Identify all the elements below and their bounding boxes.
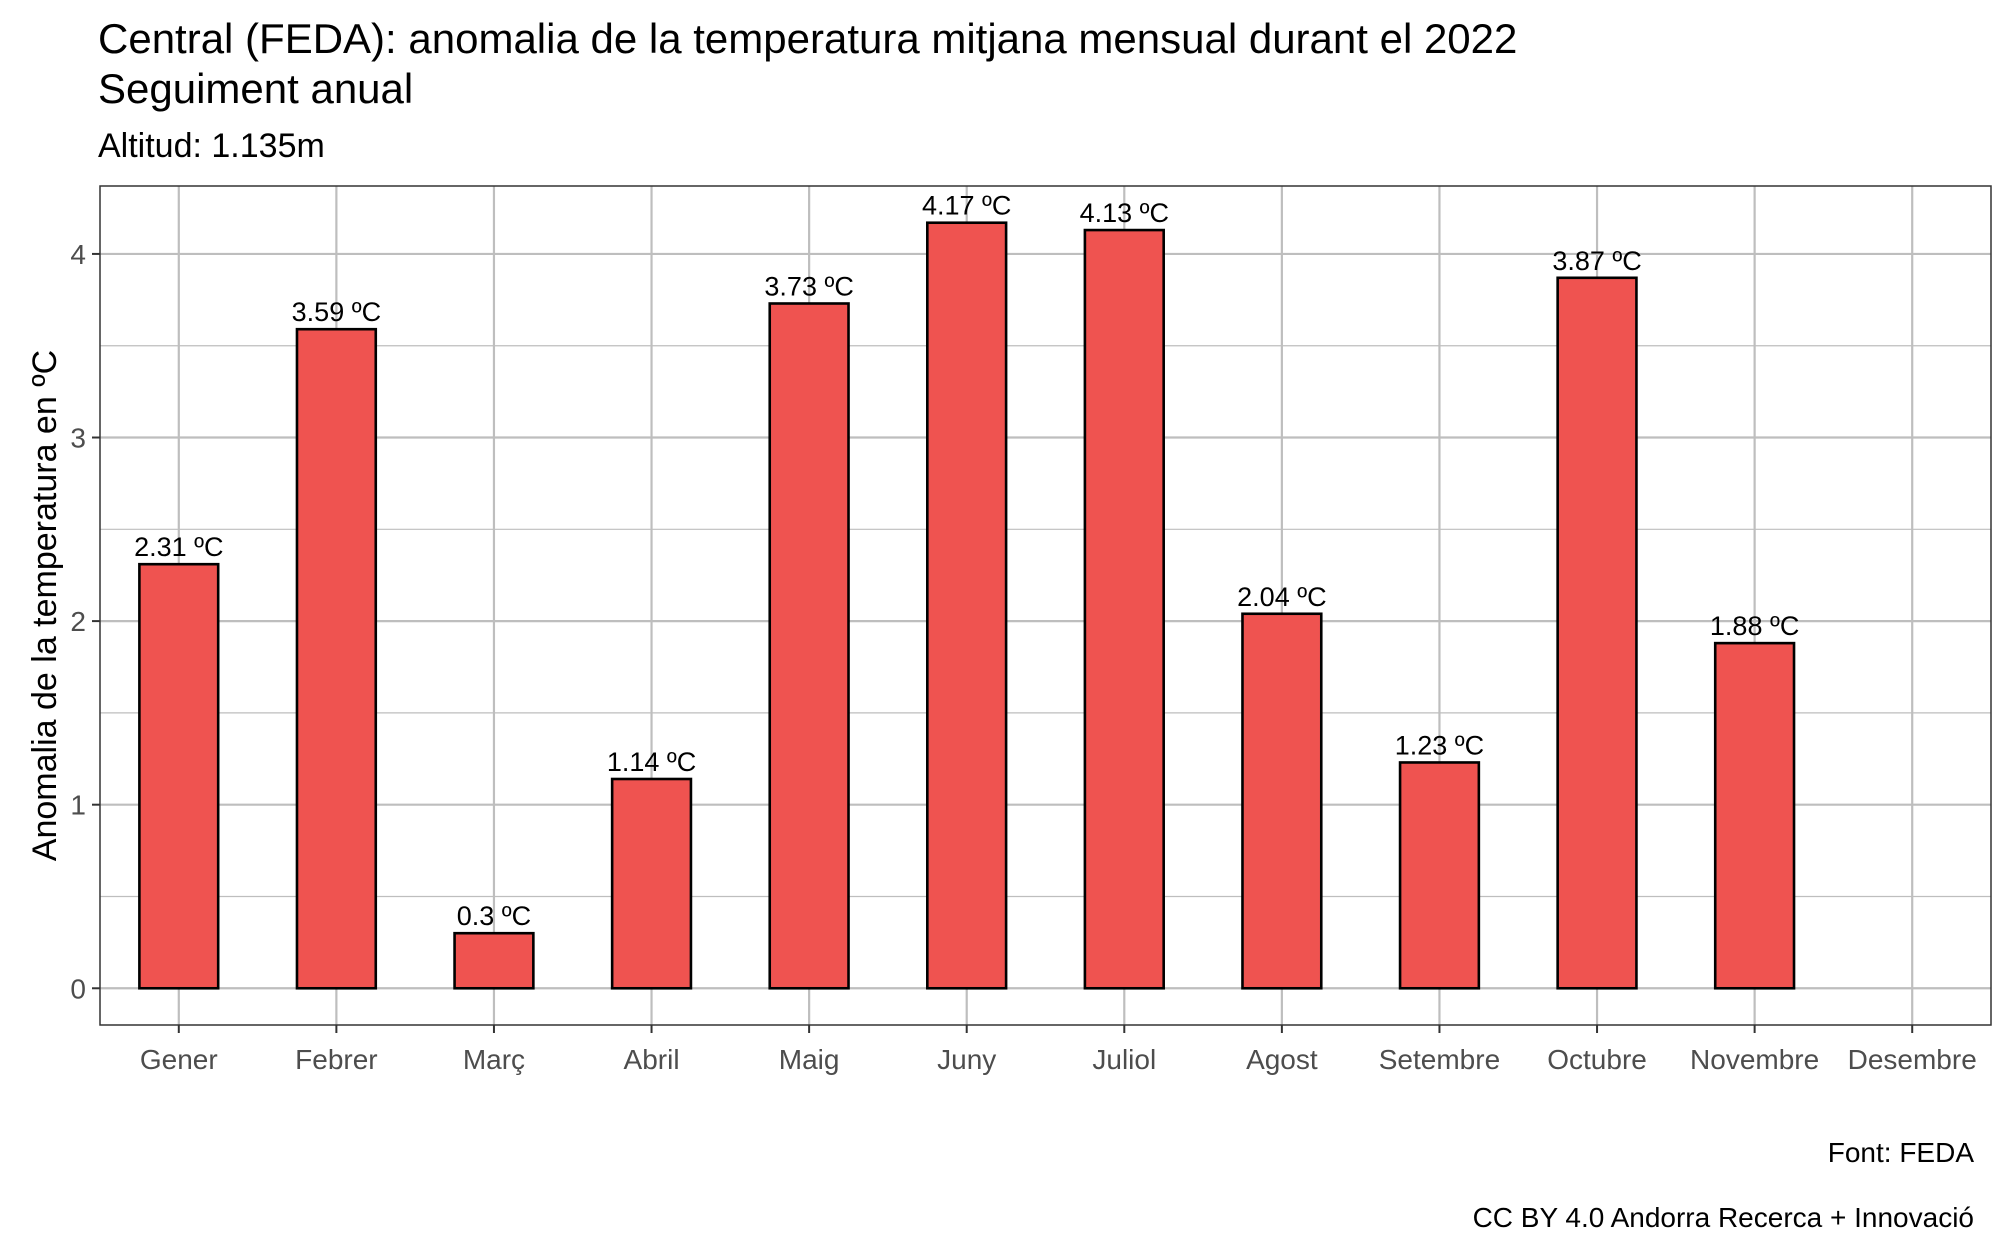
bar-febrer: [295, 327, 378, 990]
x-tick-label: Octubre: [1547, 1044, 1647, 1075]
x-tick-label: Juliol: [1092, 1044, 1156, 1075]
data-label-setembre: 1.23 ºC: [1395, 730, 1484, 760]
bar-juliol: [1083, 228, 1165, 990]
bar-abril: [610, 777, 693, 990]
grid-lines: [100, 186, 1991, 1025]
x-tick-label: Gener: [140, 1044, 218, 1075]
bars: [138, 221, 1796, 990]
chart-title-line-2: Seguiment anual: [98, 65, 414, 112]
x-tick-label: Març: [463, 1044, 525, 1075]
data-label-març: 0.3 ºC: [457, 901, 531, 931]
data-label-abril: 1.14 ºC: [607, 747, 696, 777]
x-tick-label: Juny: [937, 1044, 996, 1075]
data-label-agost: 2.04 ºC: [1237, 582, 1326, 612]
y-axis-title: Anomalia de la temperatura en ºC: [26, 350, 64, 861]
plot-panel-border: [99, 185, 1992, 1026]
x-tick-label: Febrer: [295, 1044, 377, 1075]
bar-novembre: [1713, 641, 1796, 990]
chart-subtitle: Altitud: 1.135m: [98, 127, 325, 165]
data-label-gener: 2.31 ºC: [134, 532, 223, 562]
bar-març: [453, 931, 535, 990]
chart-title: Central (FEDA): anomalia de la temperatu…: [98, 14, 1517, 114]
y-tick-label: 3: [70, 423, 86, 454]
data-label-novembre: 1.88 ºC: [1710, 611, 1799, 641]
data-label-juny: 4.17 ºC: [922, 191, 1011, 221]
x-tick-label: Desembre: [1848, 1044, 1977, 1075]
bar-maig: [768, 302, 850, 990]
data-label-febrer: 3.59 ºC: [292, 297, 381, 327]
y-tick-label: 1: [70, 790, 86, 821]
data-label-maig: 3.73 ºC: [764, 271, 853, 301]
bar-octubre: [1556, 276, 1638, 990]
bar-gener: [138, 562, 220, 990]
y-tick-label: 4: [70, 239, 86, 270]
bar-setembre: [1398, 761, 1481, 990]
license-caption: CC BY 4.0 Andorra Recerca + Innovació: [1472, 1202, 1974, 1233]
x-tick-label: Abril: [624, 1044, 680, 1075]
x-tick-label: Maig: [779, 1044, 840, 1075]
x-tick-label: Novembre: [1690, 1044, 1819, 1075]
y-tick-label: 2: [70, 606, 86, 637]
x-tick-label: Agost: [1246, 1044, 1318, 1075]
data-labels: 2.31 ºC 3.59 ºC 0.3 ºC 1.14 ºC 3.73 ºC 4.17 º…: [134, 191, 1799, 931]
bar-juny: [926, 221, 1008, 990]
source-caption: Font: FEDA: [1827, 1137, 1974, 1168]
x-tick-label: Setembre: [1379, 1044, 1500, 1075]
axes: 0 1 2 3 4 Gener Febrer Març Abril Maig Juny Juliol A…: [70, 239, 1976, 1075]
data-label-juliol: 4.13 ºC: [1080, 198, 1169, 228]
y-tick-label: 0: [70, 973, 86, 1004]
bar-agost: [1241, 612, 1323, 990]
chart-title-line-1: Central (FEDA): anomalia de la temperatu…: [98, 15, 1518, 62]
data-label-octubre: 3.87 ºC: [1552, 246, 1641, 276]
